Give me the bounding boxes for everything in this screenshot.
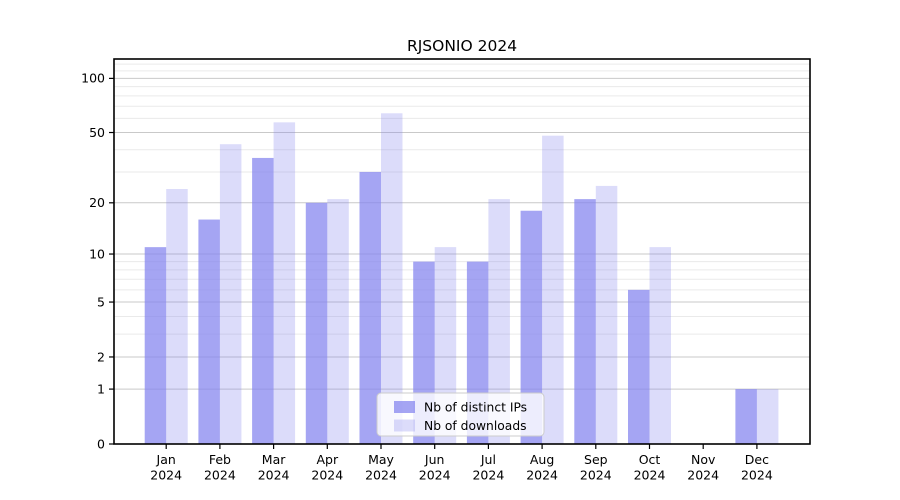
x-tick-year-sep: 2024 bbox=[580, 468, 612, 483]
y-tick-label-20: 20 bbox=[89, 195, 105, 210]
bar-downloads-may bbox=[381, 113, 403, 445]
legend: Nb of distinct IPs Nb of downloads bbox=[376, 392, 545, 437]
x-tick-year-jun: 2024 bbox=[419, 468, 451, 483]
y-tick-label-2: 2 bbox=[97, 349, 105, 364]
x-tick-year-jul: 2024 bbox=[472, 468, 504, 483]
x-tick-year-oct: 2024 bbox=[634, 468, 666, 483]
legend-box bbox=[376, 392, 545, 437]
y-tick-label-5: 5 bbox=[97, 294, 105, 309]
bar-distinct-ips-may bbox=[359, 171, 381, 444]
bars-layer bbox=[144, 113, 779, 445]
bar-distinct-ips-jan bbox=[144, 247, 167, 444]
chart-title: RJSONIO 2024 bbox=[407, 37, 517, 55]
legend-swatch-distinct-ips bbox=[394, 401, 415, 413]
bar-downloads-mar bbox=[273, 122, 296, 445]
x-tick-label-feb: Feb bbox=[209, 452, 231, 467]
y-tick-label-1: 1 bbox=[97, 381, 105, 396]
y-tick-label-100: 100 bbox=[81, 71, 105, 86]
x-tick-year-aug: 2024 bbox=[526, 468, 558, 483]
x-tick-label-jan: Jan bbox=[156, 452, 176, 467]
bar-downloads-jan bbox=[166, 188, 188, 444]
y-tick-label-0: 0 bbox=[97, 436, 105, 451]
plot-frame bbox=[113, 58, 811, 445]
x-tick-label-mar: Mar bbox=[262, 452, 286, 467]
x-tick-year-nov: 2024 bbox=[687, 468, 719, 483]
x-tick-label-apr: Apr bbox=[316, 452, 338, 467]
bar-distinct-ips-dec bbox=[735, 389, 757, 444]
x-tick-year-may: 2024 bbox=[365, 468, 397, 483]
legend-label-downloads: Nb of downloads bbox=[424, 419, 527, 433]
bar-distinct-ips-apr bbox=[305, 202, 328, 444]
x-tick-year-mar: 2024 bbox=[258, 468, 290, 483]
bar-downloads-feb bbox=[219, 144, 242, 444]
bar-downloads-oct bbox=[649, 247, 671, 444]
bar-downloads-jul bbox=[488, 199, 510, 444]
x-tick-label-dec: Dec bbox=[745, 452, 769, 467]
bar-downloads-dec bbox=[756, 389, 779, 444]
x-tick-label-sep: Sep bbox=[584, 452, 608, 467]
bar-distinct-ips-aug bbox=[520, 210, 543, 444]
x-tick-label-may: May bbox=[368, 452, 394, 467]
bar-distinct-ips-oct bbox=[628, 289, 650, 444]
x-tick-label-jun: Jun bbox=[424, 452, 445, 467]
legend-swatch-downloads bbox=[394, 419, 415, 432]
x-tick-year-apr: 2024 bbox=[311, 468, 343, 483]
bar-downloads-sep bbox=[595, 185, 618, 444]
bar-downloads-aug bbox=[542, 135, 564, 444]
axis-layer: 0125102050100Jan2024Feb2024Mar2024Apr202… bbox=[81, 71, 773, 483]
x-tick-year-jan: 2024 bbox=[150, 468, 182, 483]
bar-distinct-ips-sep bbox=[574, 199, 596, 444]
x-tick-year-feb: 2024 bbox=[204, 468, 236, 483]
grid-layer bbox=[114, 63, 810, 390]
y-tick-label-50: 50 bbox=[89, 125, 105, 140]
y-tick-label-10: 10 bbox=[89, 246, 105, 261]
x-tick-label-nov: Nov bbox=[691, 452, 716, 467]
x-tick-year-dec: 2024 bbox=[741, 468, 773, 483]
bar-downloads-apr bbox=[327, 199, 349, 444]
x-tick-label-aug: Aug bbox=[530, 452, 554, 467]
bar-distinct-ips-mar bbox=[252, 157, 274, 444]
x-tick-label-oct: Oct bbox=[639, 452, 661, 467]
x-tick-label-jul: Jul bbox=[480, 452, 496, 467]
legend-label-distinct-ips: Nb of distinct IPs bbox=[424, 401, 527, 415]
bar-distinct-ips-feb bbox=[198, 219, 220, 444]
